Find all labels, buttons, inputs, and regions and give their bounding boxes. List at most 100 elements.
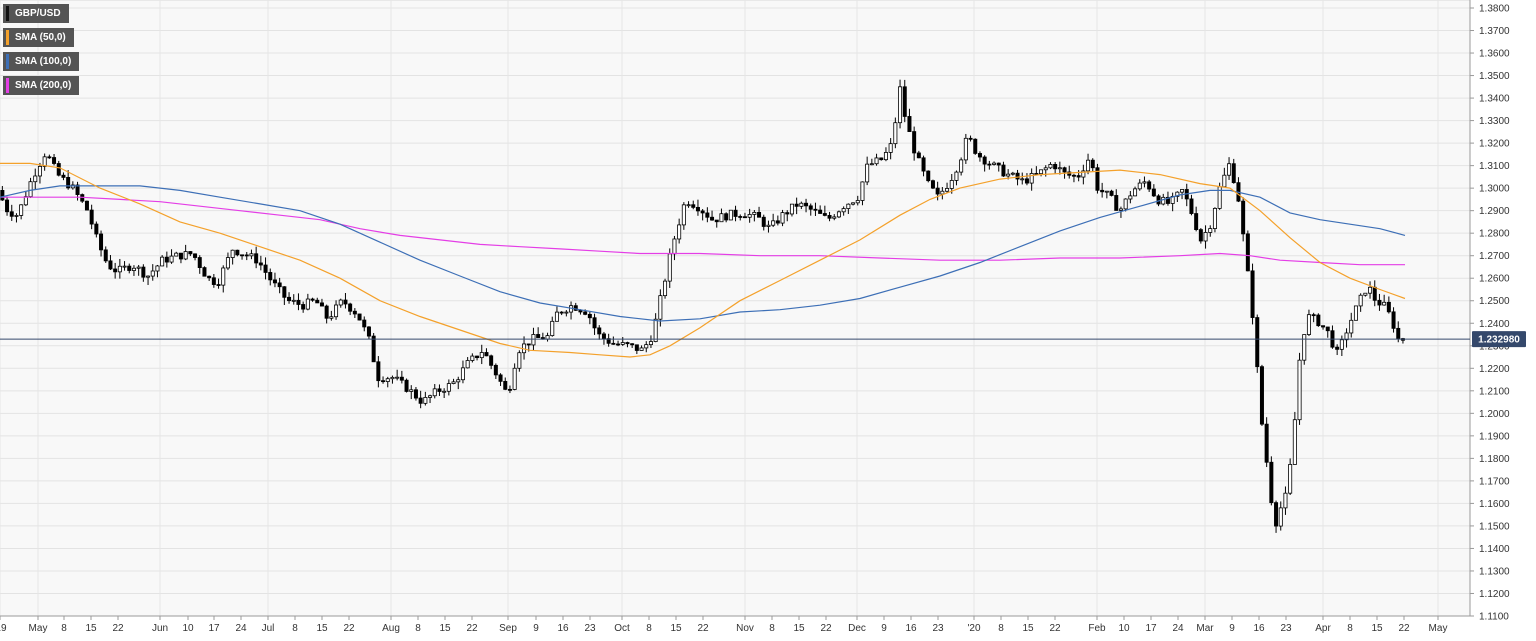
candle-bull bbox=[836, 211, 841, 218]
candle-bull bbox=[169, 255, 174, 263]
x-tick-label: 22 bbox=[697, 623, 709, 634]
sma-50-line bbox=[0, 162, 1406, 358]
candle-bull bbox=[653, 318, 658, 342]
candle-bear bbox=[348, 303, 353, 312]
candle-bull bbox=[428, 395, 433, 398]
candle-bull bbox=[1208, 228, 1213, 233]
legend-item-gbpusd[interactable]: GBP/USD bbox=[3, 4, 69, 23]
candle-bear bbox=[5, 199, 10, 213]
candle-bull bbox=[1363, 292, 1368, 296]
candle-bear bbox=[1090, 159, 1095, 169]
current-price-label: 1.232980 bbox=[1478, 335, 1520, 346]
candle-bull bbox=[1283, 492, 1288, 509]
candle-bear bbox=[498, 374, 503, 382]
candle-bear bbox=[977, 153, 982, 158]
candle-bull bbox=[564, 311, 569, 314]
candle-bear bbox=[357, 313, 362, 321]
y-tick-label: 1.1900 bbox=[1479, 431, 1510, 442]
candle-bear bbox=[1316, 314, 1321, 327]
candle-bull bbox=[554, 311, 559, 322]
candle-bear bbox=[1255, 317, 1260, 368]
candle-bear bbox=[559, 311, 564, 314]
candle-bear bbox=[202, 267, 207, 277]
candle-bear bbox=[475, 355, 480, 359]
candle-bull bbox=[954, 171, 959, 181]
candle-bear bbox=[310, 298, 315, 301]
candle-bear bbox=[404, 379, 409, 392]
y-tick-label: 1.2400 bbox=[1479, 319, 1510, 330]
candle-bear bbox=[625, 342, 630, 345]
candle-bull bbox=[183, 251, 188, 260]
candle-bull bbox=[672, 238, 677, 255]
candle-bull bbox=[23, 196, 28, 206]
candle-bull bbox=[780, 212, 785, 224]
candle-bull bbox=[155, 265, 160, 272]
candle-bull bbox=[19, 204, 24, 216]
candle-bull bbox=[1180, 189, 1185, 193]
candle-bull bbox=[1349, 319, 1354, 334]
candle-bull bbox=[1161, 196, 1166, 205]
candle-bull bbox=[949, 180, 954, 189]
candle-bear bbox=[630, 343, 635, 346]
candle-bear bbox=[1264, 423, 1269, 463]
candle-bear bbox=[926, 170, 931, 182]
candle-bear bbox=[982, 156, 987, 165]
candle-bear bbox=[319, 302, 324, 307]
candle-bull bbox=[385, 378, 390, 382]
candle-bear bbox=[930, 180, 935, 189]
x-tick-label: Jun bbox=[152, 623, 168, 634]
x-tick-label: 10 bbox=[182, 623, 194, 634]
sma-100-line bbox=[0, 185, 1406, 322]
candle-bear bbox=[66, 177, 71, 189]
candle-bear bbox=[277, 282, 282, 288]
legend-item-sma-50[interactable]: SMA (50,0) bbox=[3, 28, 74, 47]
legend-label-gbpusd: GBP/USD bbox=[15, 8, 61, 19]
x-tick-label: Nov bbox=[736, 623, 754, 634]
candle-bear bbox=[968, 137, 973, 140]
candle-bear bbox=[366, 326, 371, 337]
legend-item-sma-100[interactable]: SMA (100,0) bbox=[3, 52, 80, 71]
candle-bear bbox=[1250, 270, 1255, 318]
candle-bear bbox=[197, 257, 202, 269]
candle-bear bbox=[822, 213, 827, 216]
candle-bear bbox=[240, 254, 245, 257]
x-tick-label: 10 bbox=[1118, 623, 1130, 634]
candle-bull bbox=[221, 267, 226, 286]
candle-bear bbox=[691, 204, 696, 208]
candle-bear bbox=[84, 200, 89, 211]
candle-bear bbox=[235, 249, 240, 256]
y-tick-label: 1.3100 bbox=[1479, 161, 1510, 172]
candle-bull bbox=[639, 347, 644, 351]
candle-bear bbox=[47, 156, 52, 159]
candle-bull bbox=[1137, 182, 1142, 190]
candle-bull bbox=[131, 267, 136, 271]
candle-bull bbox=[1039, 169, 1044, 175]
candle-bull bbox=[160, 256, 165, 267]
candle-bull bbox=[940, 190, 945, 195]
candle-bull bbox=[423, 397, 428, 404]
candle-bear bbox=[583, 311, 588, 315]
candle-bear bbox=[258, 262, 263, 266]
candle-bear bbox=[178, 252, 183, 260]
candle-bear bbox=[1189, 198, 1194, 214]
candle-bull bbox=[33, 175, 38, 183]
candle-bear bbox=[254, 253, 259, 264]
candle-bear bbox=[1391, 311, 1396, 329]
candle-bear bbox=[282, 286, 287, 298]
candle-bull bbox=[1302, 334, 1307, 361]
candle-bull bbox=[117, 265, 122, 273]
candle-bear bbox=[1231, 163, 1236, 184]
x-tick-label: Sep bbox=[499, 623, 517, 634]
candle-bear bbox=[1076, 175, 1081, 178]
candle-bear bbox=[1269, 461, 1274, 504]
candle-bear bbox=[399, 376, 404, 381]
candle-bull bbox=[681, 204, 686, 226]
candles bbox=[0, 79, 1405, 533]
candle-bear bbox=[813, 208, 818, 211]
legend-item-sma-200[interactable]: SMA (200,0) bbox=[3, 76, 80, 95]
candle-bull bbox=[305, 298, 310, 310]
x-tick-label: 9 bbox=[881, 623, 887, 634]
candle-bull bbox=[531, 334, 536, 346]
legend-swatch-sma-200 bbox=[6, 78, 9, 93]
candle-bear bbox=[113, 268, 118, 273]
